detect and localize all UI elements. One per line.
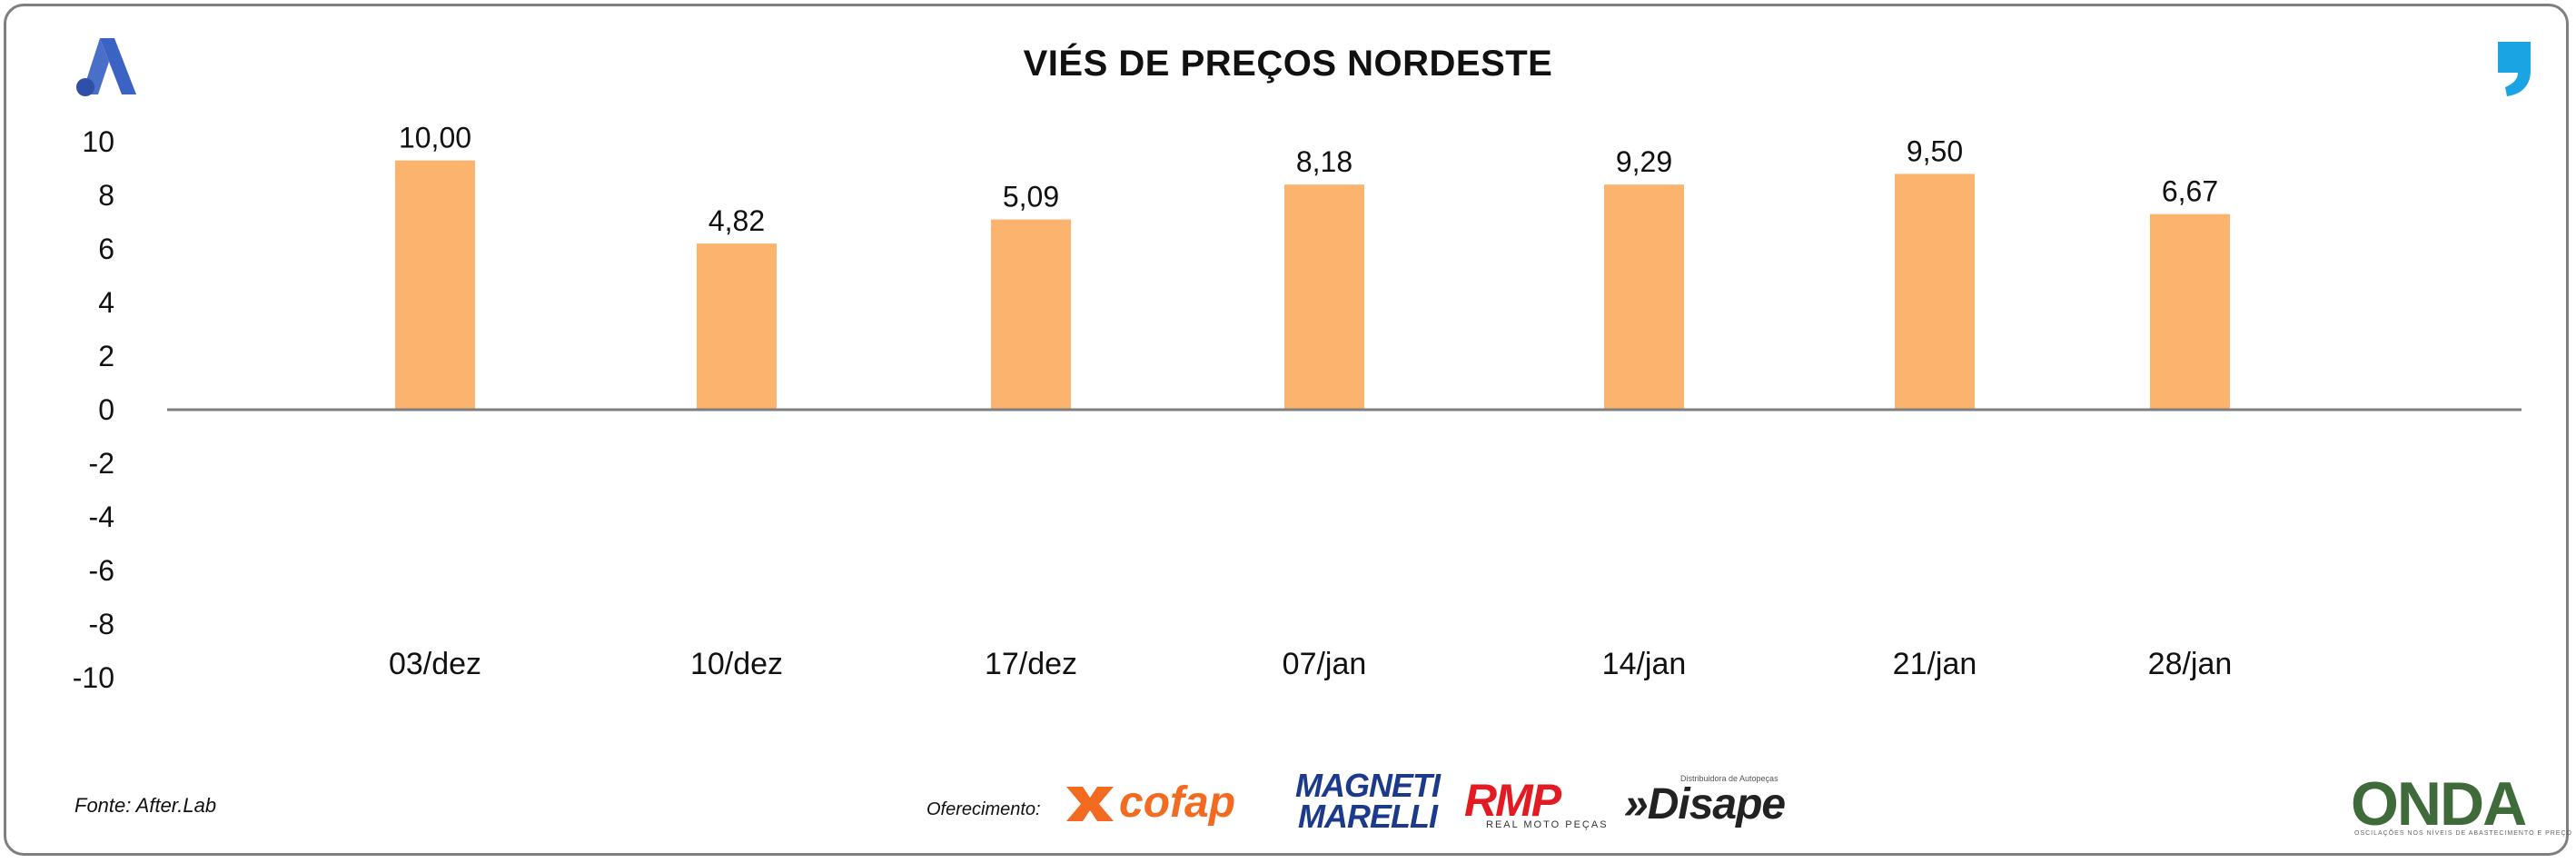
source-note: Fonte: After.Lab: [74, 794, 217, 817]
data-label: 5,09: [1003, 181, 1059, 213]
rmp-tagline: REAL MOTO PEÇAS: [1486, 819, 1609, 830]
data-label: 4,82: [708, 204, 765, 237]
bar: [991, 219, 1071, 410]
y-tick-label: 6: [98, 233, 114, 265]
x-tick-label: 28/jan: [2148, 647, 2233, 681]
bar: [1284, 184, 1364, 410]
y-tick-label: 0: [98, 393, 114, 426]
bars: [395, 160, 2230, 410]
cofap-x-icon: [1066, 787, 1114, 821]
y-tick-label: 8: [98, 179, 114, 212]
bar: [2150, 213, 2230, 410]
data-labels: 10,00 4,82 5,09 8,18 9,29 9,50 6,67: [399, 122, 2218, 237]
bar: [395, 160, 475, 410]
bar: [1895, 174, 1975, 410]
data-label: 8,18: [1296, 145, 1352, 178]
x-axis-ticks: 03/dez 10/dez 17/dez 07/jan 14/jan 21/jan 28/j…: [389, 647, 2232, 681]
x-tick-label: 21/jan: [1893, 647, 1977, 681]
x-tick-label: 10/dez: [690, 647, 783, 681]
a-logo-icon: [76, 38, 136, 96]
data-label: 9,29: [1616, 145, 1672, 178]
data-label: 10,00: [399, 122, 471, 154]
onda-tagline: OSCILAÇÕES NOS NÍVEIS DE ABASTECIMENTO E…: [2354, 830, 2572, 837]
sponsor-label: Oferecimento:: [926, 799, 1041, 819]
y-tick-label: 10: [82, 125, 114, 158]
y-tick-label: 4: [98, 286, 114, 319]
y-tick-label: -10: [73, 661, 114, 694]
rmp-logo: RMP: [1464, 775, 1561, 826]
y-tick-label: -8: [89, 608, 114, 640]
chart-frame: [4, 4, 2569, 856]
bar: [1604, 184, 1684, 410]
x-tick-label: 17/dez: [985, 647, 1077, 681]
cofap-logo: cofap: [1119, 779, 1236, 827]
disape-logo: »Disape: [1624, 780, 1786, 828]
disape-tagline: Distribuidora de Autopeças: [1680, 774, 1778, 783]
chart-title: VIÉS DE PREÇOS NORDESTE: [1023, 44, 1553, 84]
y-tick-label: -4: [89, 501, 114, 533]
y-tick-label: -6: [89, 554, 114, 587]
x-tick-label: 03/dez: [389, 647, 481, 681]
onda-logo: ONDA: [2351, 769, 2527, 838]
x-tick-label: 07/jan: [1283, 647, 1367, 681]
data-label: 6,67: [2162, 175, 2218, 208]
bar: [697, 243, 777, 410]
y-axis-ticks: 10 8 6 4 2 0 -2 -4 -6 -8 -10: [73, 125, 114, 694]
x-tick-label: 14/jan: [1602, 647, 1687, 681]
bar-chart: 10 8 6 4 2 0 -2 -4 -6 -8 -10 10,00 4,82 5,09 8,18 9,29…: [73, 122, 2522, 694]
magneti-marelli-logo: MAGNETI MARELLI: [1295, 767, 1441, 835]
y-tick-label: -2: [89, 447, 114, 480]
quote-mark-icon: [2498, 42, 2531, 96]
data-label: 9,50: [1907, 134, 1963, 167]
y-tick-label: 2: [98, 340, 114, 372]
